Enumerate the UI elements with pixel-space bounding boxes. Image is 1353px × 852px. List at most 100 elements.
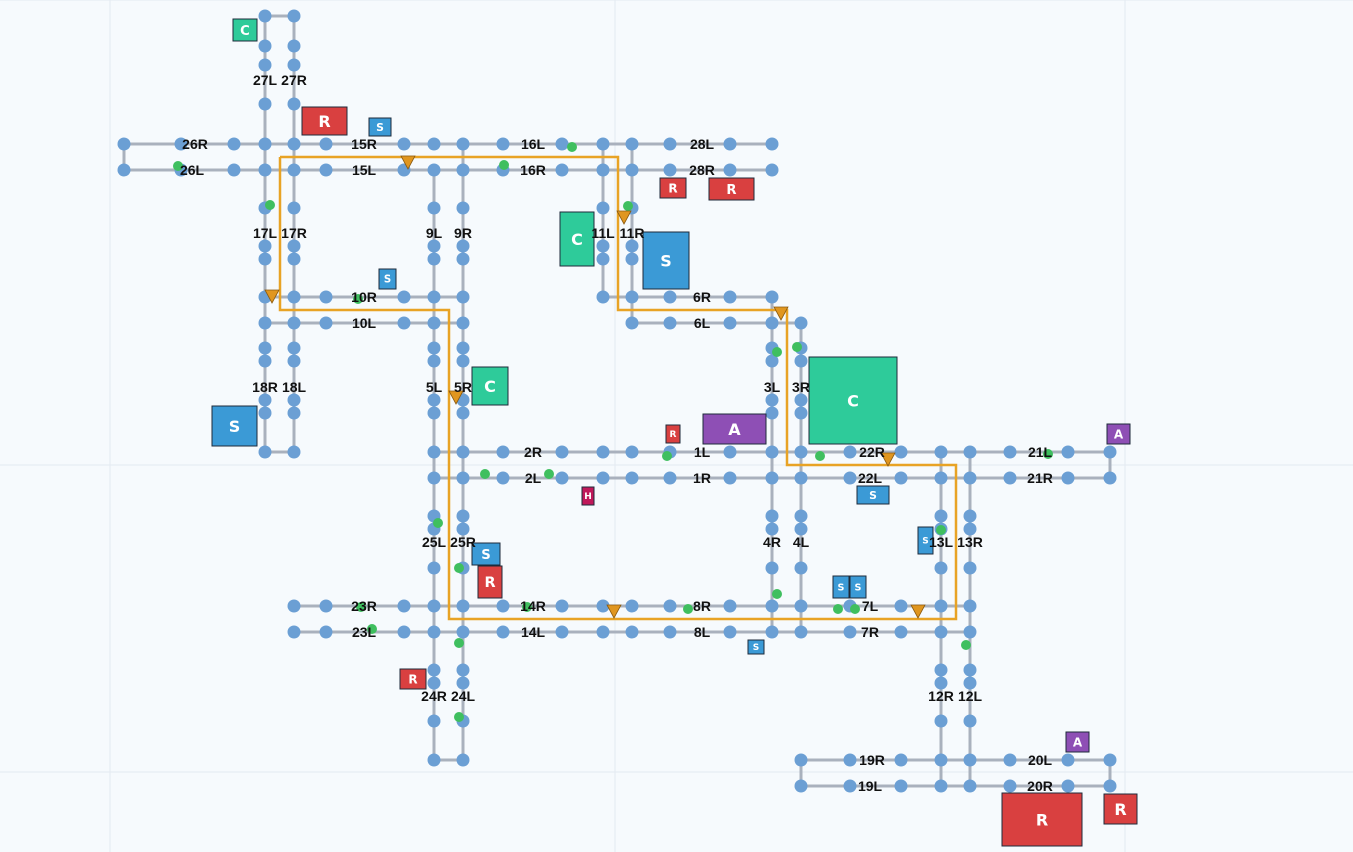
node[interactable] [934, 561, 948, 575]
green-dot-icon[interactable] [567, 142, 577, 152]
node[interactable] [427, 753, 441, 767]
green-dot-icon[interactable] [454, 712, 464, 722]
node[interactable] [555, 471, 569, 485]
node[interactable] [287, 97, 301, 111]
node[interactable] [456, 290, 470, 304]
node[interactable] [319, 599, 333, 613]
node[interactable] [427, 137, 441, 151]
green-dot-icon[interactable] [522, 602, 532, 612]
node[interactable] [496, 599, 510, 613]
node[interactable] [555, 599, 569, 613]
node[interactable] [258, 239, 272, 253]
green-dot-icon[interactable] [850, 604, 860, 614]
node[interactable] [258, 163, 272, 177]
node[interactable] [456, 509, 470, 523]
node[interactable] [765, 445, 779, 459]
building-S[interactable] [368, 117, 392, 137]
node[interactable] [555, 625, 569, 639]
node[interactable] [456, 239, 470, 253]
building-S[interactable] [849, 575, 867, 599]
green-dot-icon[interactable] [367, 624, 377, 634]
node[interactable] [456, 252, 470, 266]
node[interactable] [456, 471, 470, 485]
building-S[interactable] [378, 268, 397, 290]
node[interactable] [765, 522, 779, 536]
node[interactable] [723, 445, 737, 459]
building-S[interactable] [211, 405, 258, 447]
node[interactable] [963, 625, 977, 639]
node[interactable] [765, 290, 779, 304]
node[interactable] [427, 252, 441, 266]
node[interactable] [427, 599, 441, 613]
node[interactable] [287, 239, 301, 253]
green-dot-icon[interactable] [265, 200, 275, 210]
node[interactable] [765, 163, 779, 177]
node[interactable] [319, 290, 333, 304]
building-S[interactable] [832, 575, 850, 599]
node[interactable] [287, 58, 301, 72]
building-R[interactable] [659, 177, 687, 199]
node[interactable] [258, 137, 272, 151]
node[interactable] [765, 599, 779, 613]
green-dot-icon[interactable] [433, 518, 443, 528]
node[interactable] [456, 201, 470, 215]
node[interactable] [456, 676, 470, 690]
node[interactable] [934, 625, 948, 639]
node[interactable] [397, 599, 411, 613]
node[interactable] [723, 163, 737, 177]
node[interactable] [963, 714, 977, 728]
building-R[interactable] [665, 424, 681, 444]
node[interactable] [894, 779, 908, 793]
node[interactable] [794, 625, 808, 639]
node[interactable] [258, 354, 272, 368]
node[interactable] [843, 779, 857, 793]
building-A[interactable] [702, 413, 767, 445]
building-R[interactable] [301, 106, 348, 136]
node[interactable] [555, 445, 569, 459]
node[interactable] [1103, 779, 1117, 793]
node[interactable] [663, 290, 677, 304]
node[interactable] [625, 471, 639, 485]
green-dot-icon[interactable] [173, 161, 183, 171]
node[interactable] [227, 163, 241, 177]
node[interactable] [596, 163, 610, 177]
building-C[interactable] [471, 366, 509, 406]
green-dot-icon[interactable] [544, 469, 554, 479]
node[interactable] [663, 625, 677, 639]
node[interactable] [596, 445, 610, 459]
node[interactable] [1003, 779, 1017, 793]
node[interactable] [663, 316, 677, 330]
node[interactable] [934, 753, 948, 767]
green-dot-icon[interactable] [936, 525, 946, 535]
node[interactable] [963, 663, 977, 677]
node[interactable] [427, 714, 441, 728]
green-dot-icon[interactable] [662, 451, 672, 461]
node[interactable] [894, 625, 908, 639]
node[interactable] [765, 471, 779, 485]
node[interactable] [427, 201, 441, 215]
node[interactable] [287, 341, 301, 355]
node[interactable] [456, 753, 470, 767]
node[interactable] [625, 137, 639, 151]
node[interactable] [963, 753, 977, 767]
node[interactable] [117, 163, 131, 177]
node[interactable] [596, 625, 610, 639]
node[interactable] [765, 137, 779, 151]
node[interactable] [963, 779, 977, 793]
node[interactable] [427, 625, 441, 639]
node[interactable] [258, 58, 272, 72]
node[interactable] [843, 445, 857, 459]
building-S[interactable] [856, 485, 890, 505]
node[interactable] [427, 341, 441, 355]
green-dot-icon[interactable] [772, 347, 782, 357]
node[interactable] [963, 471, 977, 485]
node[interactable] [1003, 753, 1017, 767]
node[interactable] [456, 522, 470, 536]
node[interactable] [427, 406, 441, 420]
node[interactable] [456, 137, 470, 151]
building-S[interactable] [642, 231, 690, 290]
node[interactable] [287, 39, 301, 53]
node[interactable] [496, 625, 510, 639]
node[interactable] [843, 753, 857, 767]
node[interactable] [287, 393, 301, 407]
